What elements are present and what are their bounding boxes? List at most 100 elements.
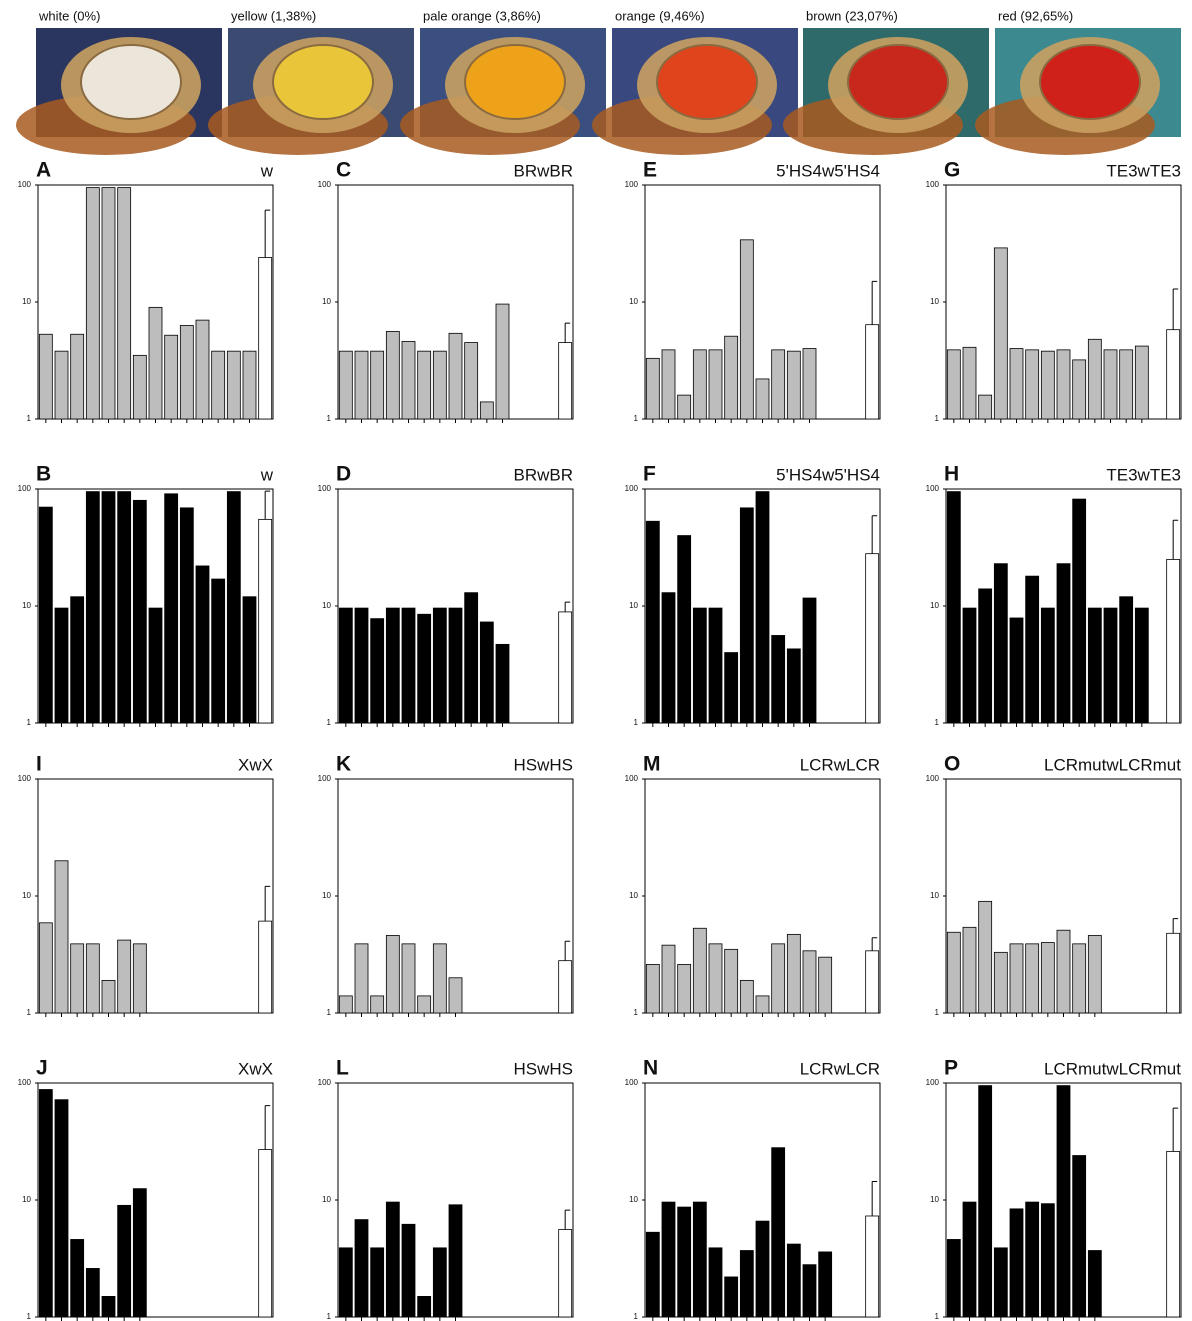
- panel-title: TE3wTE3: [1106, 161, 1181, 180]
- bar: [102, 188, 115, 419]
- bar: [259, 258, 272, 419]
- y-tick-label: 10: [930, 1195, 939, 1204]
- y-tick-label: 1: [327, 414, 332, 423]
- panel-letter: G: [944, 159, 960, 182]
- y-tick-label: 10: [22, 891, 31, 900]
- bar: [102, 980, 115, 1013]
- bar: [1026, 1202, 1039, 1317]
- bar: [559, 343, 572, 419]
- panel-letter: N: [643, 1057, 658, 1080]
- bar: [355, 944, 368, 1013]
- bar: [433, 608, 446, 723]
- y-tick-label: 100: [926, 1078, 940, 1087]
- panel-letter: P: [944, 1057, 958, 1080]
- photo-label: orange (9,46%): [615, 8, 705, 23]
- bar: [133, 500, 146, 723]
- bar: [963, 927, 976, 1013]
- bar: [386, 331, 399, 419]
- photo: [16, 28, 222, 155]
- bar: [803, 349, 816, 419]
- panel-title: HSwHS: [513, 1059, 573, 1078]
- y-tick-label: 1: [634, 1008, 639, 1017]
- bar: [963, 1202, 976, 1317]
- bar: [480, 622, 493, 723]
- error-bar: [872, 516, 877, 554]
- y-tick-label: 1: [27, 1008, 32, 1017]
- bar: [756, 996, 769, 1013]
- fly-eye: [657, 45, 757, 119]
- panel-letter: M: [643, 753, 661, 776]
- panel-title: 5'HS4w5'HS4: [776, 161, 880, 180]
- bar: [819, 957, 832, 1013]
- bar: [165, 335, 178, 419]
- bar: [133, 1189, 146, 1317]
- bar: [227, 492, 240, 723]
- bar: [71, 334, 84, 419]
- y-tick-label: 100: [318, 1078, 332, 1087]
- y-tick-label: 1: [327, 1312, 332, 1321]
- bar: [433, 1248, 446, 1317]
- bar: [196, 566, 209, 723]
- bar: [402, 1224, 415, 1317]
- error-bar: [265, 1106, 270, 1150]
- bar: [662, 350, 675, 419]
- bar: [118, 940, 131, 1013]
- bar: [756, 379, 769, 419]
- bar: [693, 928, 706, 1013]
- y-tick-label: 10: [22, 1195, 31, 1204]
- photo: [208, 28, 414, 155]
- figure: white (0%)yellow (1,38%)pale orange (3,8…: [0, 0, 1192, 1321]
- bar: [709, 944, 722, 1013]
- error-bar: [872, 1181, 877, 1216]
- bar: [693, 1202, 706, 1317]
- photo-label: pale orange (3,86%): [423, 8, 541, 23]
- bar: [646, 358, 659, 419]
- bar: [1104, 608, 1117, 723]
- bar: [102, 1296, 115, 1317]
- bar: [355, 1220, 368, 1317]
- bar: [355, 351, 368, 419]
- y-tick-label: 100: [18, 484, 32, 493]
- bar: [71, 1239, 84, 1317]
- bar: [212, 579, 225, 723]
- bar: [86, 1268, 99, 1317]
- bar: [1135, 608, 1148, 723]
- bar: [1010, 944, 1023, 1013]
- panel-letter: O: [944, 753, 960, 776]
- bar: [402, 608, 415, 723]
- bar: [994, 952, 1007, 1013]
- bar: [994, 564, 1007, 723]
- bar: [725, 653, 738, 723]
- bar: [725, 1277, 738, 1317]
- bar: [819, 1252, 832, 1317]
- y-tick-label: 10: [629, 601, 638, 610]
- bar: [39, 507, 52, 723]
- y-tick-label: 10: [930, 891, 939, 900]
- bar: [772, 350, 785, 419]
- bar: [947, 492, 960, 723]
- y-tick-label: 1: [634, 1312, 639, 1321]
- panel-title: BRwBR: [513, 465, 573, 484]
- bar: [1057, 350, 1070, 419]
- bar: [39, 923, 52, 1013]
- bar: [994, 248, 1007, 419]
- bar: [243, 351, 256, 419]
- y-tick-label: 1: [935, 1008, 940, 1017]
- y-tick-label: 1: [935, 718, 940, 727]
- bar: [979, 1086, 992, 1317]
- bar: [449, 608, 462, 723]
- error-bar: [265, 210, 270, 257]
- y-tick-label: 100: [318, 774, 332, 783]
- bar: [947, 1239, 960, 1317]
- panel-title: LCRmutwLCRmut: [1044, 1059, 1181, 1078]
- bar: [196, 320, 209, 419]
- panel-letter: A: [36, 159, 51, 182]
- bar: [86, 188, 99, 419]
- bar: [866, 554, 879, 723]
- bar: [1088, 608, 1101, 723]
- bar: [787, 649, 800, 723]
